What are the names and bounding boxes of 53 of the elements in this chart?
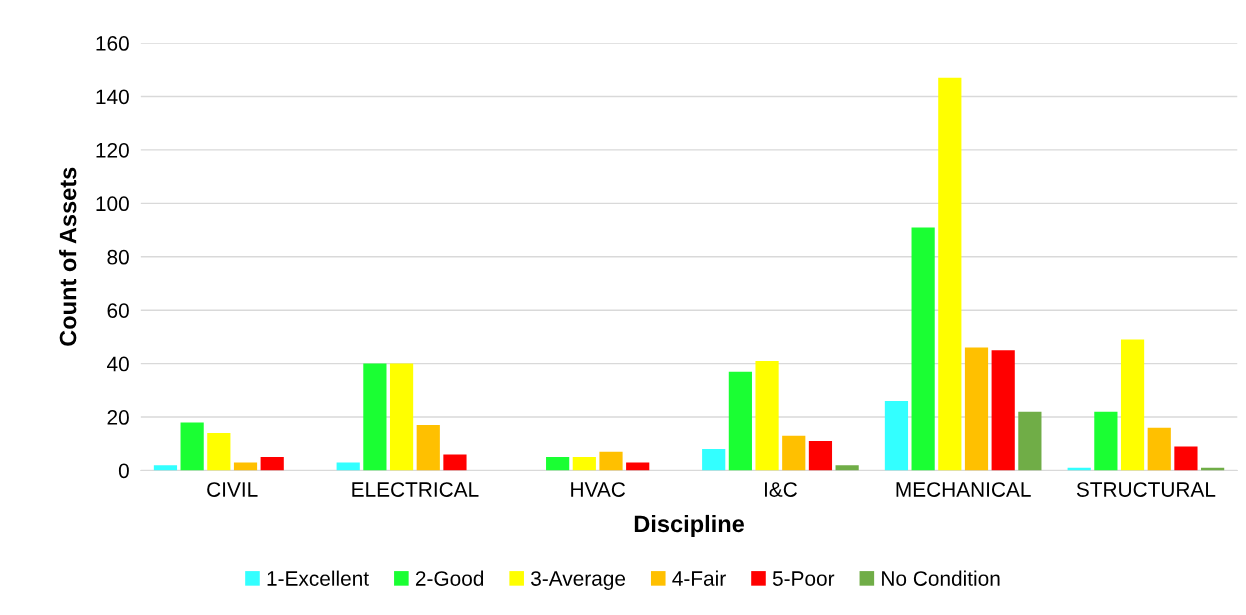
bar bbox=[964, 347, 989, 471]
x-tick-label: ELECTRICAL bbox=[352, 482, 479, 497]
legend-label: 2-Good bbox=[415, 570, 484, 586]
bar bbox=[1018, 411, 1042, 471]
bar bbox=[443, 454, 467, 471]
bar bbox=[1120, 339, 1145, 471]
bar bbox=[207, 433, 231, 471]
y-tick-label: 80 bbox=[107, 249, 129, 265]
bar bbox=[336, 462, 360, 471]
bar bbox=[728, 371, 752, 471]
bar bbox=[599, 451, 623, 471]
legend-label: 5-Poor bbox=[772, 571, 835, 586]
bar bbox=[389, 363, 414, 471]
y-tick-label: 20 bbox=[107, 410, 129, 425]
y-tick-label: 100 bbox=[96, 196, 129, 212]
bar bbox=[835, 465, 859, 471]
x-axis-title: Discipline bbox=[634, 514, 744, 537]
bar bbox=[1174, 446, 1198, 471]
bar bbox=[911, 227, 935, 471]
bar bbox=[626, 462, 650, 471]
bar bbox=[808, 441, 833, 471]
legend-label: 1-Excellent bbox=[267, 570, 369, 586]
bar bbox=[755, 360, 779, 471]
x-tick-label: MECHANICAL bbox=[896, 482, 1031, 497]
y-tick-label: 0 bbox=[118, 463, 129, 479]
y-tick-label: 160 bbox=[96, 36, 129, 51]
x-tick-label: STRUCTURAL bbox=[1076, 482, 1216, 497]
y-tick-label: 120 bbox=[96, 142, 129, 158]
bar bbox=[153, 465, 178, 471]
legend-label: 3-Average bbox=[531, 571, 626, 590]
x-tick-label: I&C bbox=[764, 482, 797, 497]
x-tick-label: CIVIL bbox=[207, 482, 258, 497]
bar bbox=[1147, 427, 1171, 471]
bar bbox=[546, 457, 570, 471]
x-tick-label: HVAC bbox=[571, 482, 626, 497]
legend-label: No Condition bbox=[882, 570, 1000, 586]
bar bbox=[782, 435, 806, 471]
bar bbox=[416, 425, 440, 471]
bar bbox=[938, 77, 962, 471]
y-tick-label: 40 bbox=[106, 356, 129, 372]
bar bbox=[572, 457, 596, 471]
bar bbox=[702, 449, 726, 471]
bar bbox=[363, 363, 387, 471]
bar bbox=[180, 422, 204, 471]
bar bbox=[991, 350, 1015, 471]
legend-label: 4-Fair bbox=[672, 570, 726, 586]
bar bbox=[260, 457, 284, 471]
bar bbox=[884, 401, 909, 471]
y-tick-label: 60 bbox=[107, 303, 129, 318]
y-tick-label: 140 bbox=[96, 89, 129, 105]
bar bbox=[1094, 411, 1118, 471]
bar bbox=[233, 462, 258, 471]
y-axis-title: Count of Assets bbox=[59, 167, 77, 346]
